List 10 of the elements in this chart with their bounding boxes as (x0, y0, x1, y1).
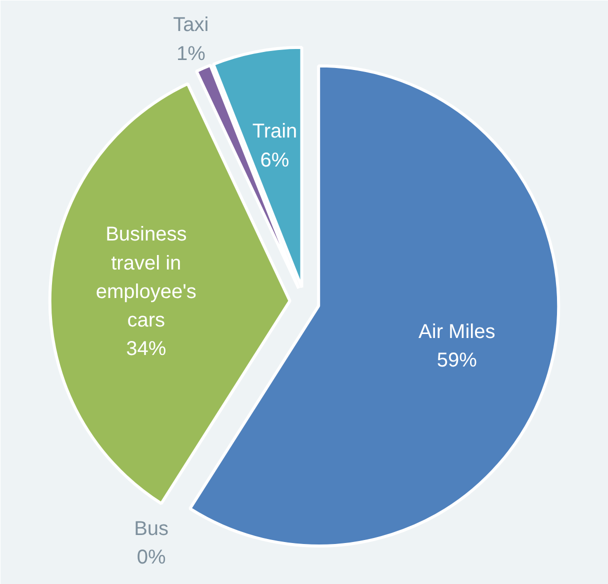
data-label: 1% (176, 42, 206, 65)
slice-label: Train (252, 120, 298, 143)
slice-label: Business travel in employee's cars (96, 224, 196, 332)
slice-label: Air Miles (418, 320, 496, 343)
slice-label: Taxi (173, 14, 209, 36)
data-label: 6% (260, 149, 290, 172)
data-label: 59% (436, 349, 478, 372)
data-label: 34% (126, 338, 166, 360)
text: 0% (136, 546, 166, 568)
category-label: Bus (134, 518, 169, 540)
